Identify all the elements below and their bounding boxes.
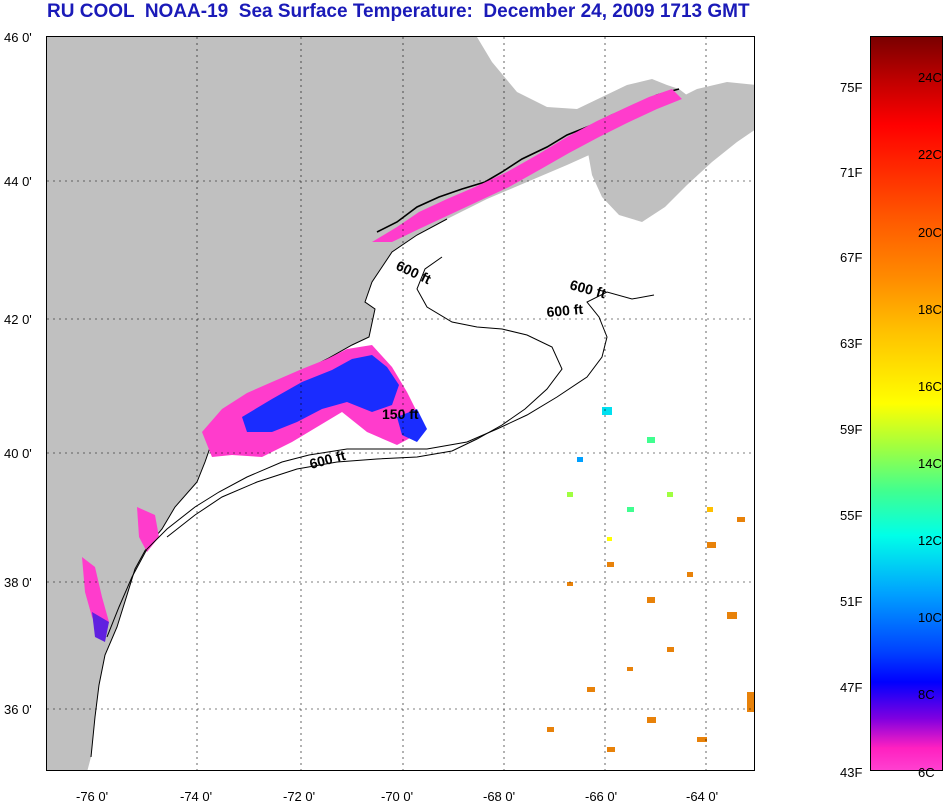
contour-label-600ft-3: 600 ft xyxy=(546,301,584,320)
contour-label-600ft-2: 600 ft xyxy=(568,276,608,301)
sst-map-canvas: 600 ft 600 ft 600 ft 150 ft 600 ft xyxy=(47,37,754,770)
lon-label-66: -66 0' xyxy=(585,789,618,804)
sst-map[interactable]: 600 ft 600 ft 600 ft 150 ft 600 ft xyxy=(46,36,755,771)
colorbar-label-67f: 67F xyxy=(840,250,863,265)
lat-label-38: 38 0' xyxy=(4,575,32,590)
lat-label-44: 44 0' xyxy=(4,174,32,189)
lon-label-70: -70 0' xyxy=(381,789,414,804)
contour-600ft xyxy=(106,291,655,638)
lat-label-46: 46 0' xyxy=(4,30,32,45)
contour-label-150ft: 150 ft xyxy=(382,406,419,422)
land-nova-scotia xyxy=(587,82,754,222)
sst-cold-pink-chesapeake xyxy=(82,557,109,637)
lat-label-36: 36 0' xyxy=(4,702,32,717)
colorbar-label-6c: 6C xyxy=(918,765,935,780)
colorbar-label-47f: 47F xyxy=(840,680,863,695)
lat-label-40: 40 0' xyxy=(4,446,32,461)
colorbar-label-51f: 51F xyxy=(840,594,863,609)
colorbar-label-12c: 12C xyxy=(918,533,942,548)
colorbar-label-20c: 20C xyxy=(918,225,942,240)
colorbar-label-24c: 24C xyxy=(918,70,942,85)
colorbar-label-63f: 63F xyxy=(840,336,863,351)
temperature-colorbar xyxy=(870,36,943,771)
lon-label-76: -76 0' xyxy=(76,789,109,804)
colorbar-label-71f: 71F xyxy=(840,165,863,180)
lon-label-64: -64 0' xyxy=(686,789,719,804)
colorbar-label-16c: 16C xyxy=(918,379,942,394)
contour-label-600ft-4: 600 ft xyxy=(308,447,348,472)
colorbar-label-18c: 18C xyxy=(918,302,942,317)
map-title: RU COOL NOAA-19 Sea Surface Temperature:… xyxy=(47,1,750,22)
contour-150ft xyxy=(166,256,563,538)
colorbar-label-59f: 59F xyxy=(840,422,863,437)
lon-label-68: -68 0' xyxy=(483,789,516,804)
colorbar-label-14c: 14C xyxy=(918,456,942,471)
lat-label-42: 42 0' xyxy=(4,312,32,327)
lon-label-74: -74 0' xyxy=(180,789,213,804)
sst-cold-pink-coast xyxy=(372,89,682,242)
sst-cool-blue-ny-bight xyxy=(242,355,399,432)
colorbar-label-55f: 55F xyxy=(840,508,863,523)
lon-label-72: -72 0' xyxy=(283,789,316,804)
colorbar-label-10c: 10C xyxy=(918,610,942,625)
sst-cool-blue-chesapeake-mouth xyxy=(92,612,109,642)
graticule xyxy=(47,37,754,770)
sst-warm-patches xyxy=(547,517,754,752)
land-us-east-coast xyxy=(47,37,707,770)
colorbar-label-22c: 22C xyxy=(918,147,942,162)
contour-label-600ft-1: 600 ft xyxy=(394,257,434,287)
sst-cool-blue-nantucket xyxy=(397,409,427,442)
colorbar-label-8c: 8C xyxy=(918,687,935,702)
colorbar-label-75f: 75F xyxy=(840,80,863,95)
sst-cold-pink-delmarva xyxy=(137,507,159,552)
colorbar-label-43f: 43F xyxy=(840,765,863,780)
sst-mid-patches xyxy=(567,407,713,541)
